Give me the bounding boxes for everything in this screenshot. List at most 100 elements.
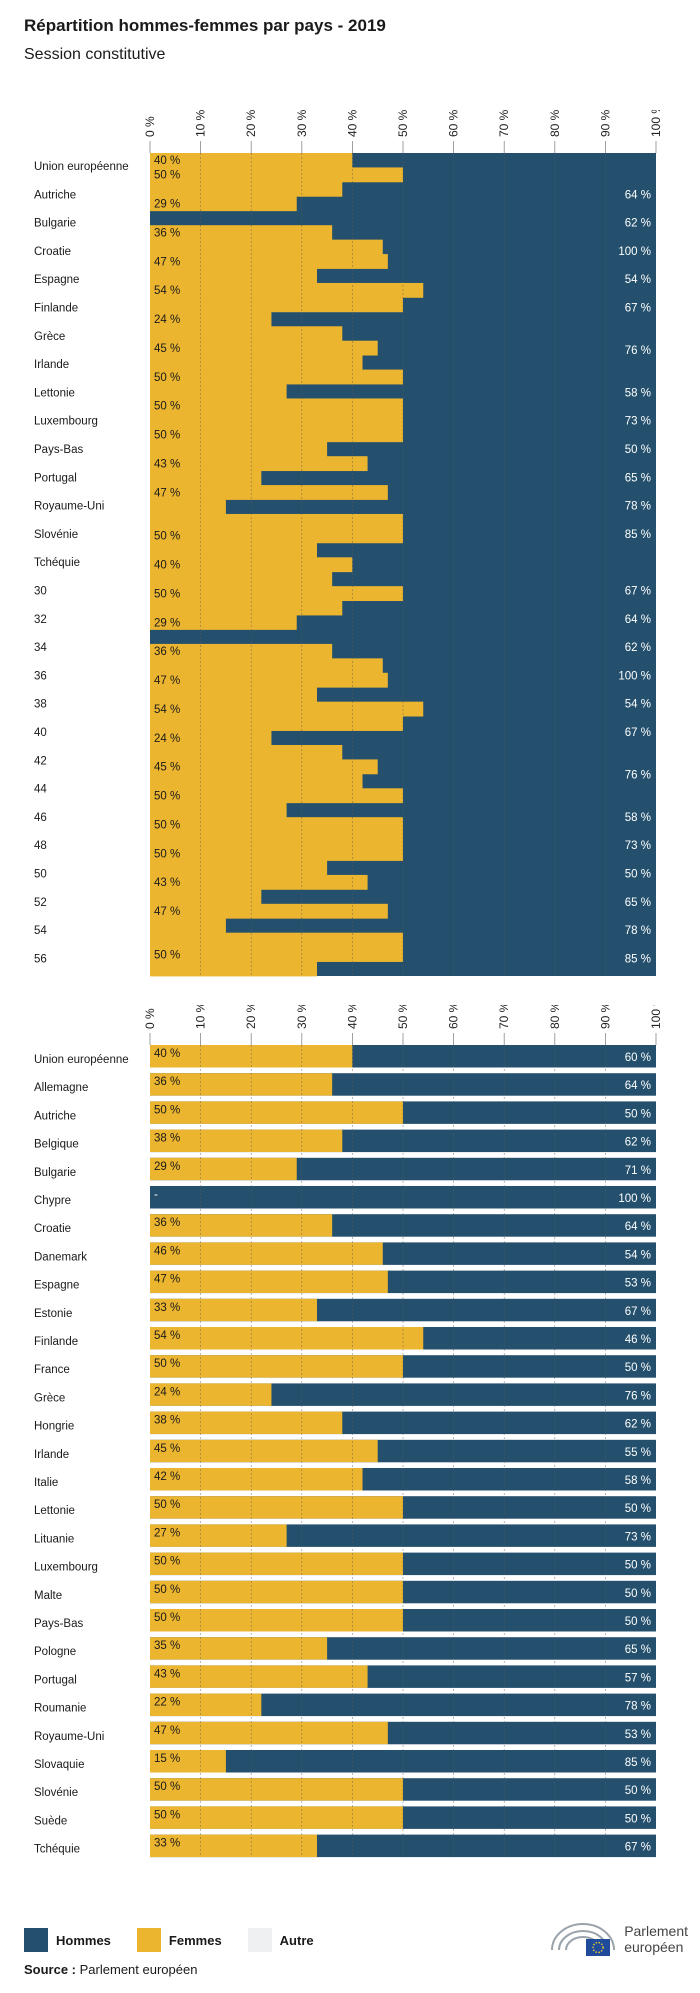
category-label: Autriche (34, 189, 76, 201)
tick-label: 80 % (548, 1005, 562, 1029)
femmes-label: 43 % (154, 458, 180, 470)
category-label: Portugal (34, 472, 77, 484)
femmes-label: - (154, 1189, 158, 1201)
tick-label: 50 % (396, 1005, 410, 1029)
femmes-label: 47 % (154, 256, 180, 268)
category-label: Union européenne (34, 1054, 129, 1066)
category-label: Portugal (34, 1674, 77, 1686)
bar-femmes (150, 586, 403, 601)
category-label: 40 (34, 727, 47, 739)
bar-femmes (150, 600, 343, 616)
bar-femmes (150, 398, 403, 414)
hommes-label: 73 % (625, 1531, 651, 1543)
bar-femmes (150, 513, 403, 529)
bar-femmes (150, 225, 333, 241)
bar-femmes (150, 340, 378, 356)
femmes-label: 47 % (154, 487, 180, 499)
tick-label: 30 % (295, 1005, 309, 1029)
bar-femmes (150, 1609, 403, 1632)
bar-femmes (150, 961, 317, 977)
bar-femmes (150, 1665, 368, 1688)
logo-line1: Parlement (624, 1923, 688, 1939)
bar-femmes (150, 860, 328, 876)
hommes-label: 64 % (625, 1221, 651, 1233)
legend-item-hommes: Hommes (24, 1928, 111, 1952)
femmes-label: 50 % (154, 1584, 180, 1596)
legend-item-autre: Autre (247, 1928, 314, 1952)
bar-femmes (150, 658, 383, 674)
tick-label: 70 % (497, 1005, 511, 1029)
bar-femmes (150, 1383, 272, 1406)
tick-label: 90 % (598, 110, 612, 137)
bar-femmes (150, 1327, 424, 1350)
bar-femmes (150, 485, 388, 500)
hommes-label: 46 % (625, 1334, 651, 1346)
tick-label: 100 % (649, 1005, 663, 1029)
femmes-label: 47 % (154, 1274, 180, 1286)
bar-femmes (150, 311, 272, 327)
category-label: Royaume-Uni (34, 501, 104, 513)
category-label: France (34, 1364, 70, 1376)
femmes-label: 35 % (154, 1640, 180, 1652)
femmes-label: 47 % (154, 675, 180, 687)
hommes-label: 62 % (625, 642, 651, 654)
hommes-label: 50 % (625, 444, 651, 456)
category-label: Roumanie (34, 1703, 86, 1715)
category-label: Irlande (34, 359, 69, 371)
femmes-label: 50 % (154, 1499, 180, 1511)
femmes-label: 50 % (154, 949, 180, 961)
tick-label: 20 % (244, 1005, 258, 1029)
bar-femmes (150, 1580, 403, 1604)
bar-femmes (150, 1637, 328, 1660)
bar-femmes (150, 817, 403, 833)
femmes-label: 40 % (154, 560, 180, 572)
hommes-label: 50 % (625, 1503, 651, 1515)
tick-label: 70 % (497, 110, 511, 137)
category-label: 36 (34, 670, 47, 682)
bar-femmes (150, 297, 403, 313)
category-label: Union européenne (34, 161, 129, 173)
category-label: Lituanie (34, 1533, 74, 1545)
tick-label: 0 % (143, 1008, 157, 1029)
row-separator (150, 1405, 656, 1412)
hommes-label: 62 % (625, 218, 651, 230)
tick-label: 60 % (447, 110, 461, 137)
hommes-label: 78 % (625, 925, 651, 937)
femmes-label: 43 % (154, 1668, 180, 1680)
row-separator (150, 1772, 656, 1779)
legend-item-femmes: Femmes (136, 1928, 222, 1952)
category-label: Hongrie (34, 1421, 74, 1433)
category-label: 38 (34, 699, 47, 711)
row-separator (150, 1349, 656, 1356)
bar-femmes (150, 1496, 403, 1519)
femmes-label: 33 % (154, 1838, 180, 1850)
hommes-label: 58 % (625, 812, 651, 824)
femmes-label: 50 % (154, 1781, 180, 1793)
bar-femmes (150, 788, 403, 804)
bar-femmes (150, 918, 226, 934)
category-label: 34 (34, 642, 47, 654)
hommes-label: 100 % (618, 246, 651, 258)
hommes-label: 65 % (625, 897, 651, 909)
bar-femmes (150, 615, 297, 630)
bar-femmes (150, 153, 353, 168)
bar-femmes (150, 384, 287, 399)
bar-femmes (150, 254, 388, 269)
femmes-label: 54 % (154, 704, 180, 716)
hommes-label: 64 % (625, 614, 651, 626)
tick-label: 40 % (345, 1005, 359, 1029)
category-label: Espagne (34, 1280, 79, 1292)
row-separator (150, 1434, 656, 1440)
category-label: Tchéquie (34, 1844, 80, 1856)
category-label: Autriche (34, 1110, 76, 1122)
hommes-label: 57 % (625, 1672, 651, 1684)
hommes-label: 50 % (625, 1616, 651, 1628)
bar-femmes (150, 744, 343, 760)
tick-label: 20 % (244, 110, 258, 137)
hommes-label: 67 % (625, 586, 651, 598)
femmes-label: 22 % (154, 1697, 180, 1709)
bar-femmes (150, 456, 368, 472)
bar-femmes (150, 326, 343, 342)
hommes-label: 54 % (625, 274, 651, 286)
category-label: Pologne (34, 1646, 76, 1658)
